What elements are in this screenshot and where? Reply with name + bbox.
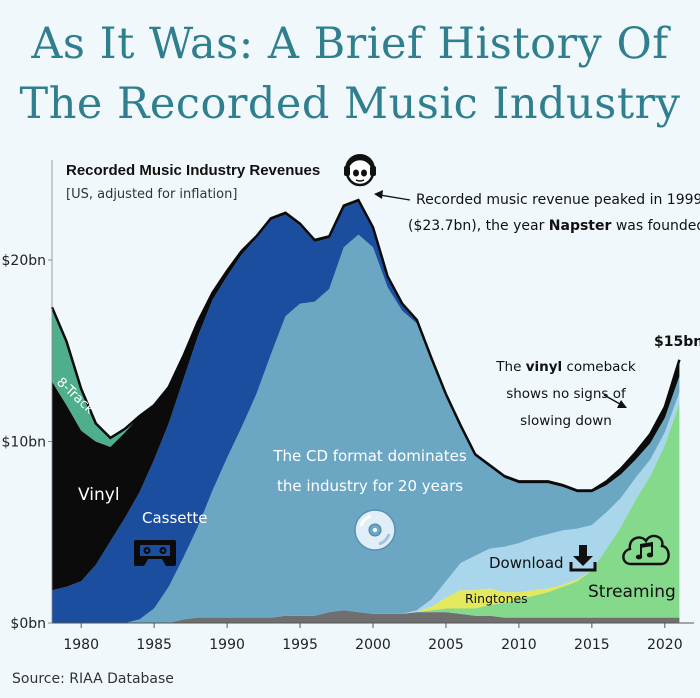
total-revenue-outline (50, 198, 681, 492)
x-tick-label: 2005 (428, 637, 464, 653)
vinyl-note-arrow (603, 394, 621, 405)
area-layers (52, 200, 680, 623)
cassette-icon (134, 540, 176, 566)
label-cd-line-1: The CD format dominates (272, 447, 467, 465)
vinyl-note-line-1: The vinyl comeback (495, 359, 636, 375)
vinyl-note-line-3: slowing down (520, 413, 612, 429)
label-streaming: Streaming (588, 582, 676, 602)
label-download: Download (489, 554, 564, 572)
x-tick-label: 2010 (501, 637, 537, 653)
music-cloud-icon (622, 534, 670, 566)
y-tick-label: $20bn (2, 253, 46, 269)
label-vinyl: Vinyl (78, 485, 120, 505)
peak-arrow (379, 194, 411, 201)
vinyl-note-arrow-head (617, 400, 627, 408)
chart-subtitle: [US, adjusted for inflation] (66, 187, 237, 202)
label-cd-line-2: the industry for 20 years (277, 477, 463, 495)
napster-icon (344, 154, 376, 187)
x-tick-label: 1980 (63, 637, 99, 653)
x-tick-label: 1995 (282, 637, 318, 653)
x-tick-label: 2020 (647, 637, 683, 653)
area-vinyl (52, 200, 680, 591)
title-line-2: The Recorded Music Industry (19, 79, 681, 129)
y-tick-label: $0bn (10, 616, 46, 632)
x-tick-label: 1985 (136, 637, 172, 653)
peak-arrow-head (374, 190, 383, 199)
end-value-label: $15bn (654, 334, 700, 350)
cd-icon (354, 509, 396, 551)
download-icon (569, 545, 597, 572)
area-streaming (52, 403, 680, 623)
area-cassette (52, 201, 680, 623)
peak-annotation-line-2: ($23.7bn), the year Napster was founded (408, 218, 700, 234)
label-cassette: Cassette (142, 509, 208, 527)
area-cd (52, 234, 680, 623)
title-line-1: As It Was: A Brief History Of (31, 19, 669, 69)
main-title: As It Was: A Brief History Of The Record… (0, 14, 700, 134)
vinyl-note-line-2: shows no signs of (506, 386, 627, 402)
peak-annotation-line-1: Recorded music revenue peaked in 1999 (416, 192, 700, 208)
y-tick-label: $10bn (2, 435, 46, 451)
chart-title: Recorded Music Industry Revenues (66, 162, 320, 179)
x-tick-label: 2000 (355, 637, 391, 653)
area-other (52, 610, 680, 623)
area-download (52, 392, 680, 623)
label-ringtones: Ringtones (465, 591, 528, 606)
y-tick-group: $0bn $10bn $20bn (2, 253, 52, 632)
x-tick-label: 2015 (574, 637, 610, 653)
x-tick-label: 1990 (209, 637, 245, 653)
x-tick-group: 1980 1985 1990 1995 2000 2005 2010 2015 2020 (63, 623, 683, 653)
source-note: Source: RIAA Database (12, 671, 174, 687)
